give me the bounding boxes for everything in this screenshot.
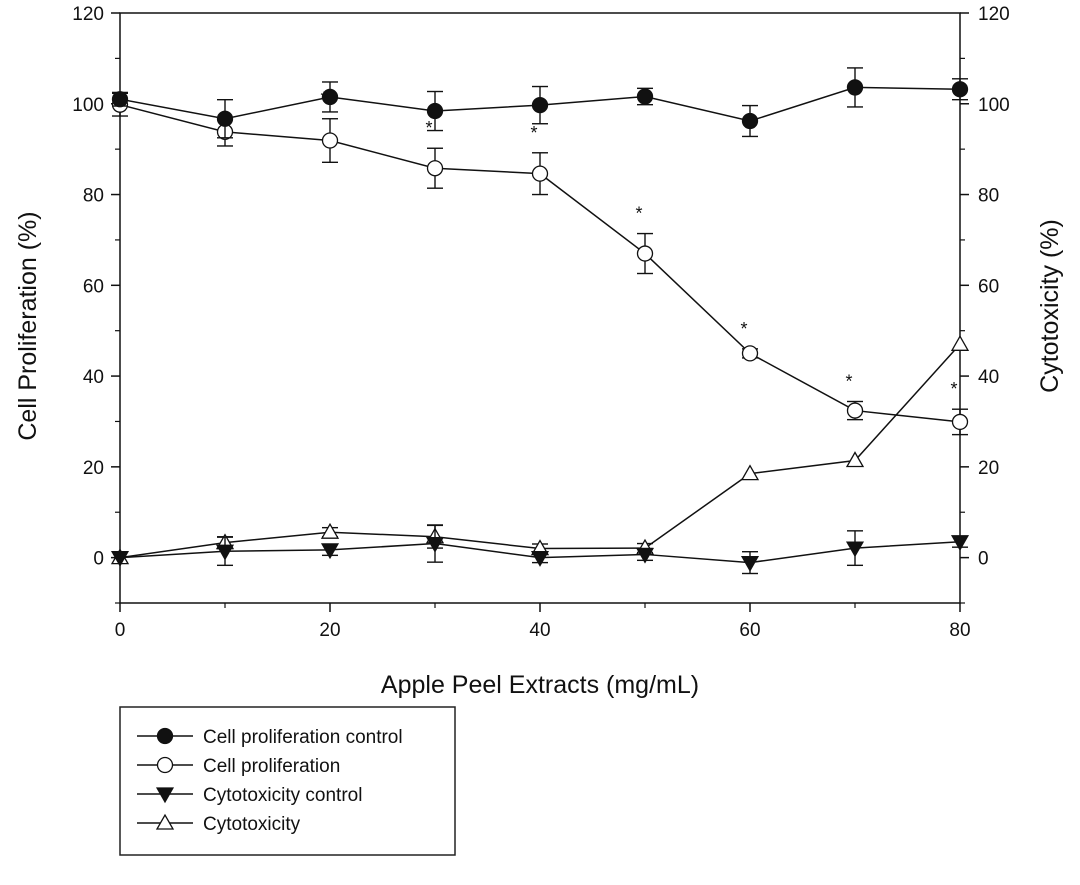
data-point — [846, 402, 864, 419]
y-tick-label: 120 — [72, 4, 104, 25]
x-tick-label: 0 — [115, 620, 126, 641]
legend-label: Cytotoxicity control — [203, 785, 362, 806]
data-point — [321, 132, 339, 149]
data-point — [846, 79, 864, 96]
significance-asterisk: * — [635, 204, 642, 224]
data-point — [426, 102, 444, 120]
x-axis-label: Apple Peel Extracts (mg/mL) — [381, 671, 699, 699]
significance-asterisk: * — [320, 89, 327, 109]
data-point — [845, 541, 865, 558]
legend-label: Cell proliferation control — [203, 727, 403, 748]
y-tick-label: 0 — [93, 549, 104, 570]
legend-box — [119, 706, 456, 856]
y2-tick-label: 120 — [978, 4, 1010, 25]
data-point — [215, 544, 235, 561]
x-tick-label: 80 — [949, 620, 970, 641]
x-tick-label: 60 — [739, 620, 760, 641]
data-point — [740, 464, 760, 481]
significance-asterisk: * — [845, 371, 852, 391]
y2-tick-label: 0 — [978, 549, 989, 570]
data-point — [320, 543, 340, 560]
y2-tick-label: 80 — [978, 186, 999, 207]
legend-marker — [156, 727, 174, 745]
data-point — [531, 165, 549, 182]
y-tick-label: 100 — [72, 95, 104, 116]
data-point — [531, 96, 549, 114]
tick-group: 0 20 40 60 80 0 20 40 60 80 100 120 0 20 40 60 80 100 120 — [72, 4, 1009, 641]
y2-axis-label: Cytotoxicity (%) — [1036, 219, 1064, 393]
series-line — [119, 343, 961, 559]
legend-label: Cytotoxicity — [203, 814, 301, 835]
data-point — [321, 88, 339, 106]
y2-tick-label: 20 — [978, 458, 999, 479]
data-point — [845, 451, 865, 468]
data-point — [635, 547, 655, 564]
legend-marker — [155, 787, 175, 804]
series-2 — [110, 524, 970, 575]
data-point — [636, 245, 654, 262]
data-point — [950, 535, 970, 551]
significance-asterisk: * — [950, 379, 957, 399]
x-tick-label: 40 — [529, 620, 550, 641]
data-point — [741, 345, 759, 362]
data-point — [951, 413, 969, 431]
y-tick-label: 60 — [83, 276, 104, 297]
y-tick-label: 20 — [83, 458, 104, 479]
series-0 — [111, 67, 969, 139]
data-point — [530, 551, 550, 567]
significance-asterisk: * — [425, 118, 432, 138]
series-1 — [111, 92, 969, 436]
y-axis-label: Cell Proliferation (%) — [14, 211, 42, 440]
data-point — [110, 551, 130, 567]
data-point — [426, 160, 444, 177]
y2-tick-label: 100 — [978, 95, 1010, 116]
legend-label: Cell proliferation — [203, 756, 340, 777]
data-point — [216, 110, 234, 127]
significance-markers: * * * * * * * — [320, 89, 957, 399]
data-point — [951, 81, 969, 98]
significance-asterisk: * — [530, 123, 537, 143]
y2-tick-label: 40 — [978, 367, 999, 388]
x-tick-label: 20 — [319, 620, 340, 641]
data-point — [740, 556, 760, 572]
data-point — [425, 536, 445, 553]
legend: Cell proliferation control Cell prolifera… — [119, 706, 456, 856]
series-layer — [110, 67, 970, 575]
legend-marker — [155, 813, 175, 830]
y-tick-label: 40 — [83, 367, 104, 388]
data-point — [950, 334, 970, 351]
y2-tick-label: 60 — [978, 276, 999, 297]
data-point — [741, 112, 759, 130]
series-3 — [110, 334, 970, 565]
significance-asterisk: * — [740, 319, 747, 339]
data-point — [111, 91, 129, 108]
data-point — [636, 88, 654, 105]
legend-marker — [156, 756, 174, 774]
data-point — [320, 522, 340, 539]
y-tick-label: 80 — [83, 186, 104, 207]
